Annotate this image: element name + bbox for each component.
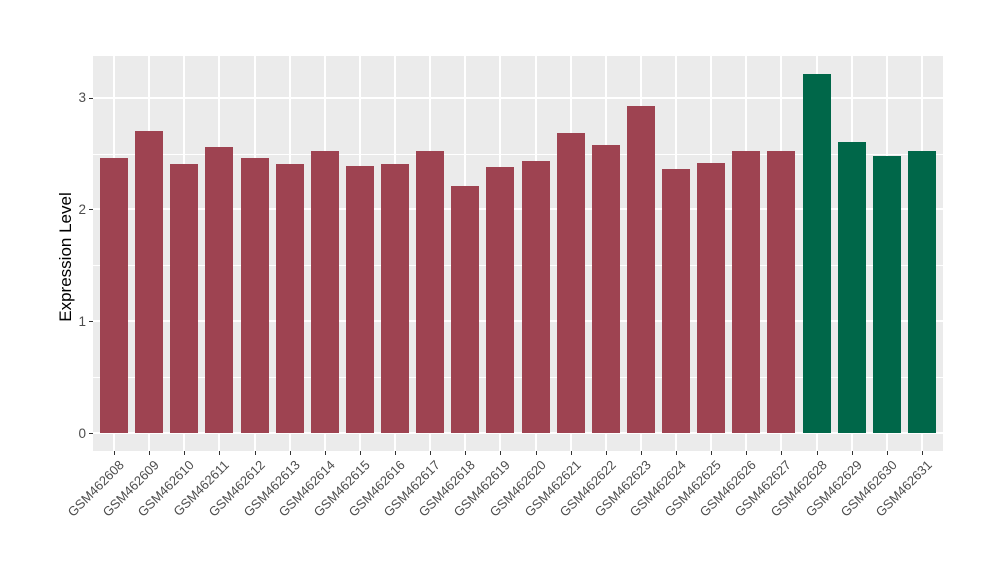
x-tick: [746, 451, 748, 455]
bar: [907, 151, 936, 433]
x-tick: [254, 451, 256, 455]
x-tick: [430, 451, 432, 455]
y-grid-major: [93, 208, 943, 211]
bar: [697, 162, 726, 433]
x-tick: [851, 451, 853, 455]
bar: [240, 158, 269, 433]
x-tick: [149, 451, 151, 455]
bar: [100, 158, 129, 433]
bar: [591, 144, 620, 433]
y-tick-label: 1: [78, 313, 86, 329]
y-grid-major: [93, 96, 943, 99]
y-tick: [89, 321, 93, 323]
x-tick: [676, 451, 678, 455]
y-tick: [89, 209, 93, 211]
y-grid-minor: [93, 377, 943, 379]
bar: [310, 151, 339, 433]
x-tick: [114, 451, 116, 455]
bar: [872, 155, 901, 433]
x-tick: [219, 451, 221, 455]
x-tick: [184, 451, 186, 455]
bar: [416, 151, 445, 433]
y-grid-major: [93, 432, 943, 434]
y-tick: [89, 433, 93, 434]
x-tick: [395, 451, 397, 455]
plot-panel: [93, 56, 943, 451]
x-tick: [886, 451, 888, 455]
x-tick: [816, 451, 818, 455]
x-tick: [921, 451, 923, 455]
y-grid-minor: [93, 153, 943, 155]
bar: [626, 105, 655, 433]
bar: [521, 161, 550, 433]
bar: [381, 163, 410, 433]
bar: [732, 151, 761, 433]
y-tick-label: 0: [78, 425, 86, 441]
x-tick: [359, 451, 361, 455]
bar: [170, 163, 199, 433]
bar: [451, 185, 480, 433]
bar: [486, 166, 515, 433]
bar: [767, 151, 796, 433]
bar: [205, 146, 234, 433]
x-tick: [289, 451, 291, 455]
x-tick: [535, 451, 537, 455]
x-tick: [711, 451, 713, 455]
x-tick: [640, 451, 642, 455]
y-grid-minor: [93, 265, 943, 267]
bar: [802, 74, 831, 433]
y-tick-label: 2: [78, 201, 86, 217]
y-grid-major: [93, 320, 943, 323]
bar: [556, 133, 585, 433]
x-tick: [605, 451, 607, 455]
x-tick: [500, 451, 502, 455]
y-tick: [89, 97, 93, 99]
x-tick: [570, 451, 572, 455]
bar: [662, 169, 691, 433]
y-tick-label: 3: [78, 90, 86, 106]
bar: [275, 163, 304, 433]
bar: [135, 131, 164, 433]
x-tick: [324, 451, 326, 455]
bar: [837, 142, 866, 433]
x-tick: [465, 451, 467, 455]
x-tick: [781, 451, 783, 455]
bar: [345, 165, 374, 433]
